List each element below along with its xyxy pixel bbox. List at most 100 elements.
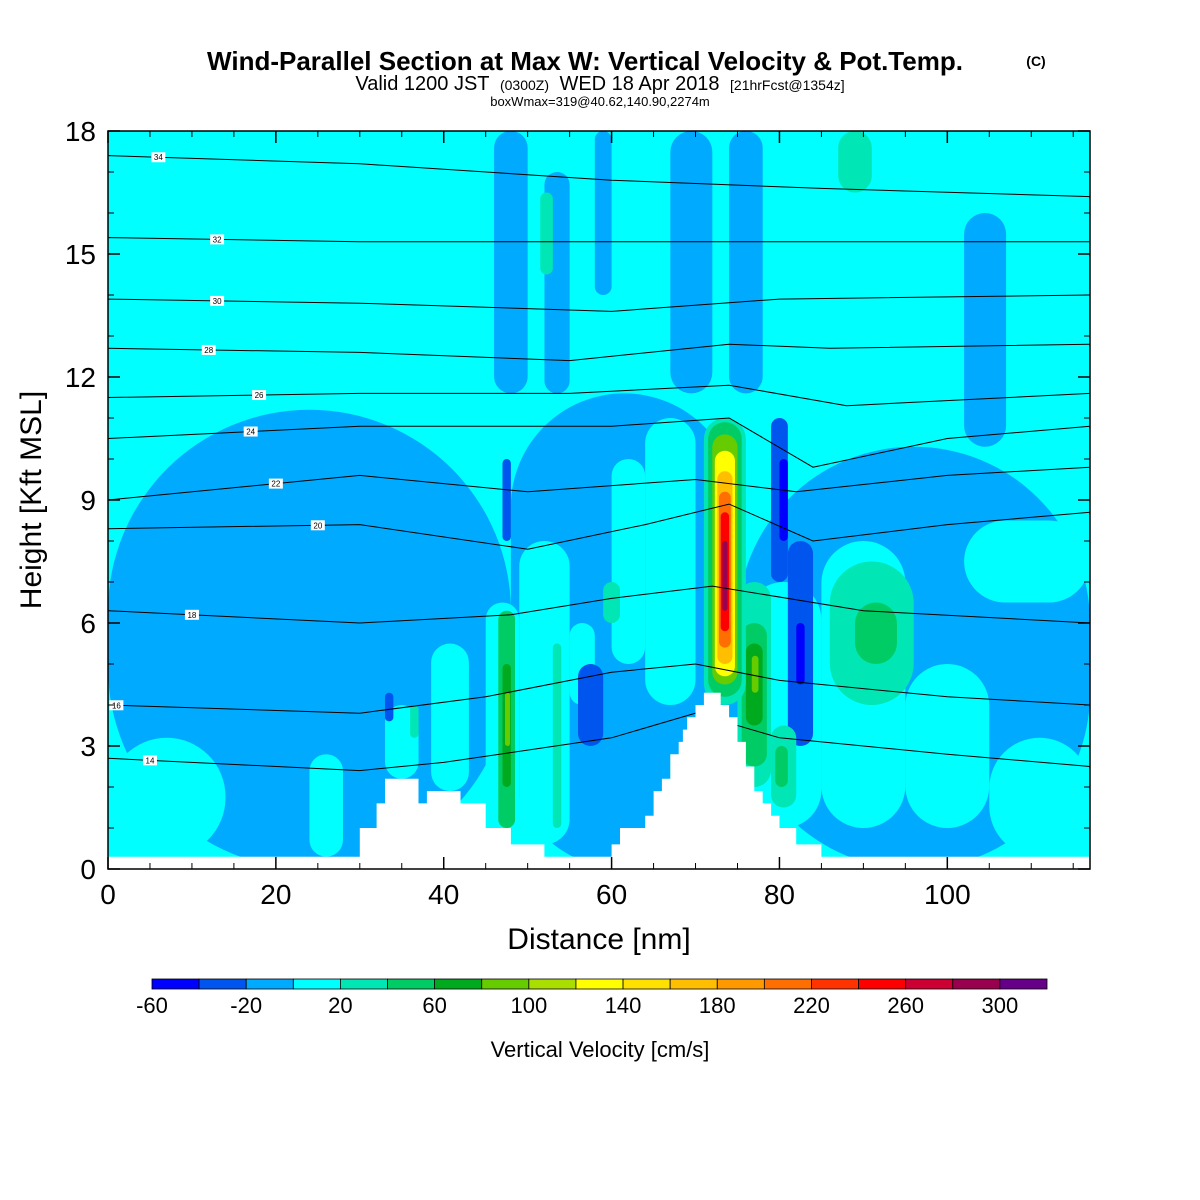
velocity-cell bbox=[796, 623, 805, 685]
x-tick-label: 20 bbox=[260, 879, 291, 910]
isentrope-labels: 14 16 18 20 22 24 26 28 30 32 34 bbox=[109, 152, 325, 766]
velocity-cell bbox=[779, 459, 788, 541]
x-tick-label: 100 bbox=[924, 879, 971, 910]
colorbar-swatch bbox=[763, 978, 812, 990]
colorbar-tick-label: 300 bbox=[982, 993, 1019, 1018]
isentrope-label: 22 bbox=[271, 480, 280, 489]
isentrope-label-bg bbox=[184, 609, 199, 620]
colorbar-swatch bbox=[952, 978, 1001, 990]
velocity-cell bbox=[309, 754, 344, 857]
isentrope-line bbox=[108, 343, 1090, 362]
isentrope-label-bg bbox=[252, 390, 267, 401]
colorbar-tick-label: -60 bbox=[136, 993, 168, 1018]
velocity-cell bbox=[431, 643, 469, 792]
colorbar-tick-label: 60 bbox=[422, 993, 446, 1018]
velocity-cell bbox=[905, 664, 990, 828]
colorbar-tick-label: 220 bbox=[793, 993, 830, 1018]
velocity-cell bbox=[494, 131, 528, 394]
isentrope-line bbox=[108, 384, 1090, 407]
isentrope-label: 20 bbox=[313, 521, 322, 530]
isentrope-label: 24 bbox=[246, 428, 255, 437]
colorbar-swatch bbox=[245, 978, 294, 990]
colorbar-tick-label: 140 bbox=[605, 993, 642, 1018]
x-tick-label: 40 bbox=[428, 879, 459, 910]
velocity-field bbox=[108, 131, 1090, 869]
velocity-cell bbox=[611, 459, 646, 664]
isentrope-label: 16 bbox=[112, 701, 121, 710]
isentrope-label: 34 bbox=[154, 153, 163, 162]
isentrope-line bbox=[108, 294, 1090, 312]
colorbar-tick-label: 180 bbox=[699, 993, 736, 1018]
velocity-cell bbox=[729, 131, 763, 394]
colorbar-label: Vertical Velocity [cm/s] bbox=[491, 1037, 710, 1062]
colorbar-swatch bbox=[481, 978, 530, 990]
axis-ticks: 0 20 40 60 80 100 0 3 6 9 12 15 18 bbox=[65, 116, 1090, 910]
colorbar-tick-label: -20 bbox=[230, 993, 262, 1018]
velocity-cell bbox=[854, 602, 897, 664]
velocity-cell bbox=[603, 582, 620, 623]
isentrope-line bbox=[108, 155, 1090, 198]
chart-title: Wind-Parallel Section at Max W: Vertical… bbox=[207, 46, 963, 76]
colorbar-swatch bbox=[292, 978, 341, 990]
isentrope-line bbox=[108, 237, 1090, 243]
isentrope-label-bg bbox=[243, 426, 258, 437]
velocity-cell bbox=[722, 541, 728, 611]
isentrope-label: 14 bbox=[146, 756, 155, 765]
velocity-cell bbox=[989, 737, 1090, 857]
velocity-cell bbox=[384, 692, 394, 722]
velocity-cell bbox=[410, 705, 419, 738]
velocity-cell bbox=[108, 737, 226, 857]
velocity-cell bbox=[502, 459, 511, 541]
isentrope-label: 26 bbox=[255, 391, 264, 400]
title-copyright-mark: (C) bbox=[1026, 53, 1045, 69]
colorbar-swatch bbox=[716, 978, 765, 990]
velocity-cell bbox=[519, 541, 570, 845]
colorbar-tick-label: 260 bbox=[887, 993, 924, 1018]
velocity-cell bbox=[594, 131, 612, 295]
colorbar-tick-label: 100 bbox=[510, 993, 547, 1018]
velocity-cell bbox=[578, 664, 604, 746]
isentrope-label: 28 bbox=[204, 346, 213, 355]
velocity-cell bbox=[552, 643, 562, 828]
isentrope-label: 30 bbox=[213, 297, 222, 306]
valid-utc: (0300Z) bbox=[500, 77, 549, 93]
y-tick-label: 18 bbox=[65, 116, 96, 147]
x-tick-label: 60 bbox=[596, 879, 627, 910]
isentrope-line bbox=[108, 417, 1090, 468]
valid-time-line: Valid 1200 JST (0300Z) WED 18 Apr 2018 [… bbox=[355, 73, 844, 95]
velocity-cell bbox=[645, 418, 696, 705]
isentrope-label-bg bbox=[268, 478, 283, 489]
colorbar-swatch bbox=[999, 978, 1048, 990]
isentrope-label-bg bbox=[210, 234, 225, 245]
y-tick-label: 0 bbox=[80, 854, 96, 885]
velocity-cell bbox=[504, 692, 511, 746]
velocity-cell bbox=[964, 213, 1007, 447]
isentrope-label: 18 bbox=[187, 611, 196, 620]
y-tick-label: 3 bbox=[80, 731, 96, 762]
colorbar-swatch bbox=[340, 978, 388, 990]
y-tick-label: 9 bbox=[80, 485, 96, 516]
y-tick-label: 15 bbox=[65, 239, 96, 270]
isentrope-label-bg bbox=[109, 700, 124, 711]
colorbar-swatch bbox=[858, 978, 907, 990]
y-tick-label: 6 bbox=[80, 608, 96, 639]
colorbar-swatch bbox=[575, 978, 624, 990]
isentrope-label-bg bbox=[201, 344, 216, 355]
valid-date: WED 18 Apr 2018 bbox=[559, 73, 719, 95]
colorbar: -60 -20 20 60 100 140 180 220 260 300 bbox=[136, 978, 1048, 1018]
x-tick-label: 0 bbox=[100, 879, 116, 910]
y-axis-label: Height [Kft MSL] bbox=[15, 391, 48, 609]
velocity-cell bbox=[964, 520, 1090, 603]
velocity-cell bbox=[540, 192, 553, 275]
x-axis-label: Distance [nm] bbox=[507, 923, 690, 956]
potential-temperature-contours bbox=[108, 155, 1090, 772]
colorbar-swatch bbox=[387, 978, 436, 990]
colorbar-swatch bbox=[905, 978, 954, 990]
y-tick-label: 12 bbox=[65, 362, 96, 393]
colorbar-swatch bbox=[669, 978, 718, 990]
x-tick-label: 80 bbox=[764, 879, 795, 910]
velocity-cell bbox=[751, 655, 759, 693]
colorbar-swatch bbox=[528, 978, 577, 990]
colorbar-swatch bbox=[434, 978, 483, 990]
